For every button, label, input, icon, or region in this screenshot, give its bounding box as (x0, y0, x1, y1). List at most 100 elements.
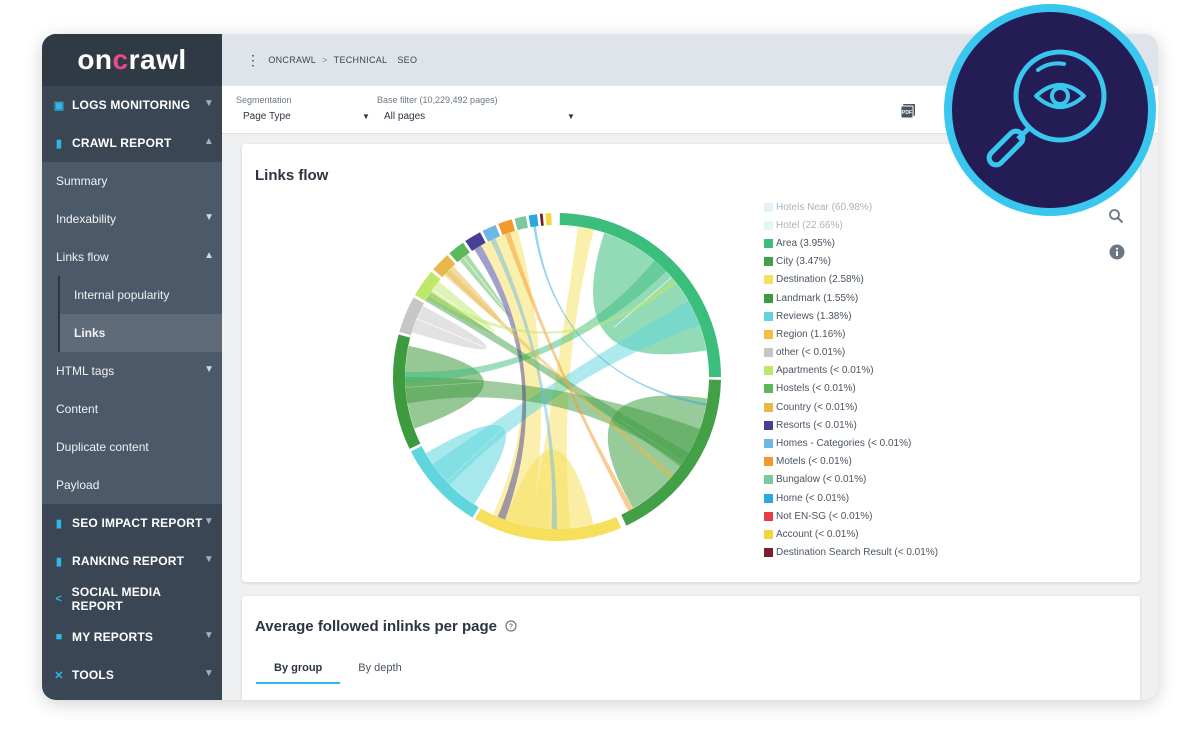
legend-item[interactable]: Destination Search Result (< 0.01%) (764, 544, 938, 562)
sidebar-item-label: Content (56, 402, 99, 416)
links-flow-title: Links flow (255, 167, 329, 184)
pdf-export-icon[interactable]: PDF (900, 103, 916, 119)
sidebar-item-internal-popularity[interactable]: Internal popularity (60, 276, 222, 314)
chord-group-arc (399, 297, 425, 336)
legend-item[interactable]: Destination (2.58%) (764, 271, 938, 289)
logo-part-rawl: rawl (128, 44, 187, 75)
sidebar-section-label: SOCIAL MEDIA REPORT (71, 585, 161, 613)
legend-label: Hotel (22.66%) (776, 219, 843, 231)
legend-item[interactable]: Reviews (1.38%) (764, 307, 938, 325)
sidebar-section-crawl-report[interactable]: ▮ CRAWL REPORT ▲ (42, 124, 222, 162)
legend-swatch (764, 493, 773, 503)
inlinks-title-row: Average followed inlinks per page ? (255, 618, 517, 635)
legend-swatch (764, 366, 773, 376)
crawl-report-submenu: Summary Indexability ▼ Links flow ▲ Intern… (42, 162, 222, 504)
legend-label: Destination Search Result (< 0.01%) (776, 547, 939, 559)
legend-item[interactable]: Apartments (< 0.01%) (764, 362, 938, 380)
legend-item[interactable]: Landmark (1.55%) (764, 289, 938, 307)
chord-group-arc (410, 446, 479, 518)
sidebar-section-ranking-report[interactable]: ▮ RANKING REPORT ▼ (42, 542, 222, 580)
sidebar-item-duplicate-content[interactable]: Duplicate content (42, 428, 222, 466)
legend-item[interactable]: City (3.47%) (764, 253, 938, 271)
chord-legend: Hotels Near (60.98%) Hotel (22.66%) Area (… (764, 198, 938, 562)
legend-label: other (< 0.01%) (776, 347, 846, 359)
legend-label: Account (< 0.01%) (776, 528, 859, 540)
legend-swatch (764, 384, 773, 394)
sidebar-item-indexability[interactable]: Indexability ▼ (42, 200, 222, 238)
help-icon[interactable]: ? (505, 620, 517, 632)
svg-text:PDF: PDF (902, 110, 912, 116)
chord-ribbon (432, 301, 700, 485)
chord-diagram[interactable] (382, 202, 732, 552)
chord-group-arc (414, 271, 441, 301)
legend-item[interactable]: Motels (< 0.01%) (764, 453, 938, 471)
caret-down-icon: ▼ (362, 112, 370, 121)
legend-item[interactable]: Account (< 0.01%) (764, 525, 938, 543)
legend-item[interactable]: Not EN-SG (< 0.01%) (764, 507, 938, 525)
legend-item[interactable]: other (< 0.01%) (764, 344, 938, 362)
bar-chart-icon: ▮ (55, 137, 63, 150)
legend-item[interactable]: Region (1.16%) (764, 325, 938, 343)
legend-swatch (764, 511, 773, 521)
legend-item[interactable]: Homes - Categories (< 0.01%) (764, 434, 938, 452)
legend-swatch (764, 548, 773, 558)
legend-item[interactable]: Hotels Near (60.98%) (764, 198, 938, 216)
sidebar-item-label: Indexability (56, 212, 117, 226)
logo[interactable]: on c rawl (42, 34, 222, 86)
tab-by-depth[interactable]: By depth (358, 662, 402, 674)
sidebar-item-summary[interactable]: Summary (42, 162, 222, 200)
sidebar-section-label: RANKING REPORT (72, 554, 185, 568)
legend-item[interactable]: Country (< 0.01%) (764, 398, 938, 416)
sidebar-section-social-media-report[interactable]: < SOCIAL MEDIA REPORT (42, 580, 222, 618)
chord-ribbon (481, 230, 542, 527)
chord-group-arc (559, 213, 721, 377)
legend-item[interactable]: Hostels (< 0.01%) (764, 380, 938, 398)
tools-icon: ✕ (54, 669, 64, 682)
svg-text:?: ? (509, 624, 513, 631)
inlinks-title: Average followed inlinks per page (255, 618, 498, 635)
sidebar-item-html-tags[interactable]: HTML tags ▼ (42, 352, 222, 390)
sidebar-item-links[interactable]: Links (60, 314, 222, 352)
chevron-right-icon: > (322, 55, 328, 65)
folder-icon: ■ (55, 631, 63, 643)
tab-by-group[interactable]: By group (256, 654, 341, 684)
segmentation-select[interactable]: Segmentation Page Type ▼ (236, 95, 370, 122)
logo-part-c: c (112, 44, 129, 75)
legend-swatch (764, 402, 773, 412)
bar-chart-icon: ▮ (55, 555, 63, 568)
chord-ribbon (505, 232, 633, 512)
base-filter-select[interactable]: Base filter (10,229,492 pages) All pages… (377, 95, 577, 122)
breadcrumb-item[interactable]: SEO (397, 55, 418, 65)
breadcrumb-item[interactable]: TECHNICAL (333, 55, 388, 65)
sidebar-section-label: CRAWL REPORT (72, 136, 172, 150)
sidebar-section-logs-monitoring[interactable]: ▣ LOGS MONITORING ▼ (42, 86, 222, 124)
chord-ribbon (425, 292, 689, 467)
legend-label: Home (< 0.01%) (776, 492, 850, 504)
chord-group-arc (545, 213, 552, 226)
sidebar-item-label: Links (74, 326, 106, 340)
legend-item[interactable]: Resorts (< 0.01%) (764, 416, 938, 434)
chord-ribbon (445, 269, 674, 479)
legend-label: City (3.47%) (776, 256, 832, 268)
chart-info-icon[interactable] (1109, 244, 1125, 260)
legend-label: Hostels (< 0.01%) (776, 383, 856, 395)
sidebar-section-seo-impact-report[interactable]: ▮ SEO IMPACT REPORT ▼ (42, 504, 222, 542)
links-flow-submenu: Internal popularity Links (58, 276, 222, 352)
zoom-icon[interactable] (1108, 208, 1124, 224)
legend-item[interactable]: Bungalow (< 0.01%) (764, 471, 938, 489)
sidebar-item-content[interactable]: Content (42, 390, 222, 428)
base-filter-label: Base filter (10,229,492 pages) (377, 95, 498, 105)
sidebar-item-payload[interactable]: Payload (42, 466, 222, 504)
breadcrumb-item[interactable]: ONCRAWL (268, 55, 317, 65)
legend-item[interactable]: Area (3.95%) (764, 234, 938, 252)
legend-item[interactable]: Home (< 0.01%) (764, 489, 938, 507)
sidebar-section-my-reports[interactable]: ■ MY REPORTS ▼ (42, 618, 222, 656)
segmentation-value: Page Type (243, 111, 291, 122)
more-vertical-icon[interactable]: ⋮ (246, 52, 261, 68)
calendar-icon: ▣ (53, 99, 65, 112)
legend-swatch (764, 257, 773, 267)
legend-item[interactable]: Hotel (22.66%) (764, 216, 938, 234)
sidebar-item-links-flow[interactable]: Links flow ▲ (42, 238, 222, 276)
chord-group-arc (621, 379, 721, 526)
sidebar-section-tools[interactable]: ✕ TOOLS ▼ (42, 656, 222, 694)
